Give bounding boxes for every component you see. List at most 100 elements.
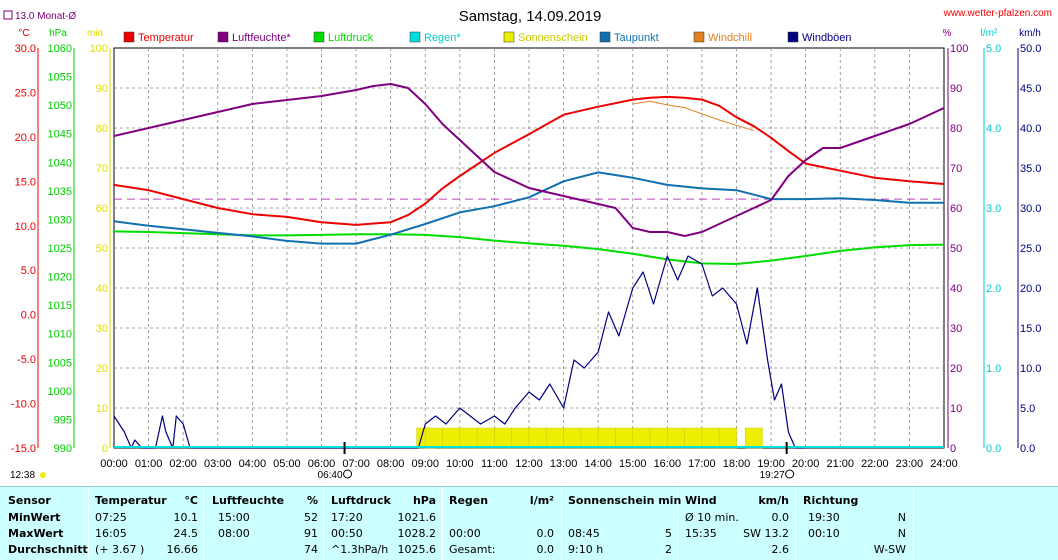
table-header: hPa <box>412 494 436 507</box>
x-tick-label: 15:00 <box>619 458 647 470</box>
sunshine-axis-tick-label: 60 <box>96 203 108 215</box>
temperature-axis-tick-label: 30.0 <box>15 43 36 55</box>
x-tick-label: 16:00 <box>654 458 682 470</box>
temperature-axis-tick-label: 20.0 <box>15 132 36 144</box>
avg-marker-icon <box>3 10 13 20</box>
table-cell: (+ 3.67 ) <box>95 543 145 556</box>
pressure-axis-tick-label: 1025 <box>48 243 72 255</box>
table-cell: 1025.6 <box>397 543 437 556</box>
sunshine-axis-tick-label: 70 <box>96 163 108 175</box>
wind-axis-tick-label: 0.0 <box>1020 443 1035 455</box>
sunshine-bar <box>442 427 461 449</box>
table-cell: 19:30 <box>808 511 840 524</box>
legend-label: Regen* <box>424 32 461 44</box>
legend-label: Windböen <box>802 32 852 44</box>
temperature-axis-tick-label: 25.0 <box>15 87 36 99</box>
wind-axis-tick-label: 50.0 <box>1020 43 1041 55</box>
series-line-taupunkt <box>113 171 944 245</box>
temperature-axis-tick-label: 5.0 <box>21 265 36 277</box>
x-tick-label: 18:00 <box>723 458 751 470</box>
table-cell: W-SW <box>873 543 906 556</box>
x-tick-label: 24:00 <box>930 458 958 470</box>
wind-axis-tick-label: 40.0 <box>1020 123 1041 135</box>
pressure-axis-tick-label: 1010 <box>48 329 72 341</box>
table-header: Sensor <box>8 494 51 507</box>
table-row-label: MaxWert <box>8 527 64 540</box>
table-cell: SW 13.2 <box>743 527 789 540</box>
sunshine-bar <box>649 427 668 449</box>
site-link[interactable]: www.wetter-pfalzen.com <box>943 8 1052 19</box>
legend-label: Temperatur <box>138 32 194 44</box>
legend-label: Luftdruck <box>328 32 374 44</box>
table-cell: 24.5 <box>173 527 199 540</box>
sunrise-icon <box>343 469 353 479</box>
rain-axis-tick-label: 3.0 <box>986 203 1001 215</box>
table-separator <box>442 487 443 560</box>
x-tick-label: 21:00 <box>826 458 854 470</box>
chart-legend: Temperatur Luftfeuchte* Luftdruck Regen* Son… <box>123 31 852 44</box>
table-cell: 0.0 <box>536 543 555 556</box>
temperature-axis-tick-label: 15.0 <box>15 176 36 188</box>
sunshine-bar <box>476 427 495 449</box>
pressure-axis-tick-label: 1005 <box>48 357 72 369</box>
sunrise-label: 06:40 <box>318 470 343 481</box>
chart-axes: 30.0 25.0 20.0 15.0 10.0 5.0 0.0 -5.0 -10.0 -15.0… <box>11 43 1042 470</box>
unit-label-right: l/m² <box>981 28 998 39</box>
x-tick-label: 13:00 <box>550 458 578 470</box>
table-cell: N <box>897 511 906 524</box>
humidity-axis-tick-label: 100 <box>950 43 968 55</box>
table-cell: 15:35 <box>685 527 717 540</box>
x-tick-label: 03:00 <box>204 458 232 470</box>
legend-swatch <box>217 31 229 43</box>
humidity-axis-tick-label: 90 <box>950 83 962 95</box>
humidity-axis-tick-label: 10 <box>950 403 962 415</box>
table-cell: 00:00 <box>449 527 481 540</box>
sunshine-bar <box>563 427 582 449</box>
table-header: km/h <box>758 494 789 507</box>
x-tick-label: 11:00 <box>481 458 508 470</box>
wind-axis-tick-label: 45.0 <box>1020 83 1041 95</box>
table-cell: 00:10 <box>808 527 840 540</box>
sunshine-bar <box>580 427 599 449</box>
table-header: °C <box>184 494 198 507</box>
wind-axis-tick-label: 20.0 <box>1020 283 1041 295</box>
table-row-label: Durchschnitt <box>8 543 88 556</box>
sunshine-bar <box>667 427 685 449</box>
table-separator <box>88 487 89 560</box>
unit-label-left: min <box>87 28 103 39</box>
legend-label: Luftfeuchte* <box>232 32 291 44</box>
humidity-axis-tick-label: 20 <box>950 363 962 375</box>
chart-title: Samstag, 14.09.2019 <box>459 8 602 25</box>
x-tick-label: 09:00 <box>411 458 439 470</box>
sunset-icon <box>785 469 795 479</box>
pressure-axis-tick-label: 1035 <box>48 186 72 198</box>
rain-axis-tick-label: 0.0 <box>986 443 1001 455</box>
sunshine-bar <box>546 427 564 449</box>
legend-swatch <box>599 31 611 43</box>
humidity-axis-tick-label: 80 <box>950 123 962 135</box>
rain-axis-tick-label: 2.0 <box>986 283 1001 295</box>
summary-table: Sensor Temperatur °C Luftfeuchte% Luftdruck h… <box>0 486 1058 560</box>
sunshine-axis-tick-label: 100 <box>90 43 108 55</box>
series-line-temperatur <box>113 95 945 226</box>
table-cell: N <box>897 527 906 540</box>
sunshine-axis-tick-label: 0 <box>102 443 108 455</box>
sunshine-bar <box>744 427 763 449</box>
x-tick-label: 04:00 <box>239 458 267 470</box>
x-tick-label: 07:00 <box>342 458 370 470</box>
table-separator <box>913 487 914 560</box>
x-tick-label: 05:00 <box>273 458 301 470</box>
temperature-axis-tick-label: 0.0 <box>21 310 36 322</box>
x-tick-label: 17:00 <box>688 458 716 470</box>
humidity-axis-tick-label: 70 <box>950 163 962 175</box>
sunshine-bar <box>701 427 720 449</box>
sunshine-bar <box>684 427 703 449</box>
table-header: l/m² <box>529 494 554 507</box>
pressure-axis-tick-label: 1050 <box>48 100 72 112</box>
table-cell: 15:00 <box>218 511 250 524</box>
moon-icon <box>40 472 46 478</box>
legend-swatch <box>503 31 515 43</box>
humidity-axis-tick-label: 30 <box>950 323 962 335</box>
unit-label-right: km/h <box>1019 28 1041 39</box>
sunshine-bar <box>615 427 633 449</box>
